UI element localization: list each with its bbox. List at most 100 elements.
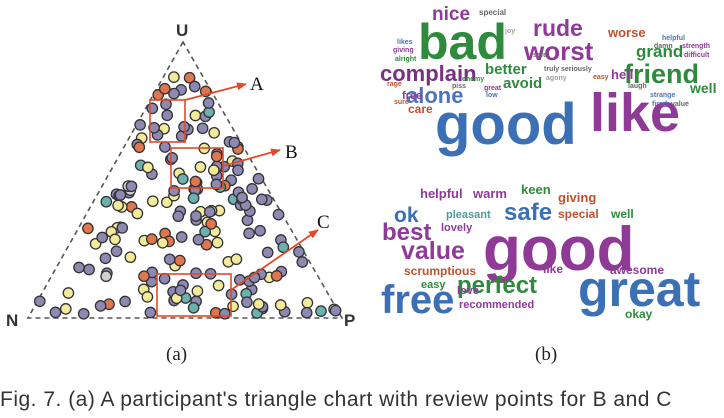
wc-top-word: easy: [593, 74, 609, 81]
callout-label-b: B: [285, 142, 298, 163]
review-point: [163, 253, 176, 266]
review-point: [168, 71, 180, 83]
review-point: [172, 210, 185, 223]
review-point: [293, 246, 305, 258]
review-point: [207, 164, 220, 177]
review-point: [192, 233, 205, 246]
wc-top-word: giving: [393, 47, 414, 54]
review-point: [124, 251, 137, 264]
review-point: [131, 207, 144, 220]
wc-top-word: alone: [406, 83, 463, 108]
figure-caption: Fig. 7. (a) A participant's triangle cha…: [0, 388, 672, 411]
review-point: [146, 102, 159, 115]
review-point: [252, 298, 265, 310]
review-point: [77, 307, 90, 320]
review-point: [99, 252, 112, 265]
review-point: [228, 136, 241, 149]
wc-bottom-word: safe: [504, 199, 552, 226]
review-point: [189, 109, 202, 122]
review-point: [274, 299, 287, 311]
review-point: [254, 224, 266, 237]
wc-bottom-word: keen: [521, 182, 551, 197]
wc-bottom-word: recommended: [459, 299, 534, 311]
wc-top-word: free: [402, 90, 422, 102]
wc-top-word: well: [689, 80, 716, 96]
review-point: [159, 141, 171, 153]
wc-top-word: likes: [397, 39, 413, 46]
review-point: [252, 172, 265, 185]
review-point: [261, 246, 274, 259]
vertex-label-left: N: [6, 311, 18, 330]
review-point: [119, 295, 131, 308]
review-point: [158, 272, 171, 285]
wc-top-word: rude: [533, 15, 583, 41]
review-point: [94, 300, 107, 312]
review-point: [329, 304, 342, 317]
review-point: [194, 161, 207, 173]
review-point: [174, 254, 186, 267]
wc-top-word: alright: [395, 56, 417, 63]
review-point: [144, 306, 157, 319]
wc-top-word: agony: [546, 75, 567, 82]
wc-top-word: good: [435, 92, 577, 157]
wc-top-word: nice: [432, 4, 470, 25]
wc-top-word: value: [671, 101, 689, 108]
wc-top-word: special: [479, 8, 506, 17]
wc-bottom-word: perfect: [457, 272, 537, 299]
review-point: [211, 236, 224, 249]
ternary-chart: A B C U N P (a): [6, 21, 355, 365]
review-point: [49, 306, 62, 319]
review-point: [138, 270, 150, 283]
wc-top-word: grand: [636, 42, 683, 61]
wc-top-word: sure: [394, 99, 409, 106]
wc-bottom-word: like: [543, 262, 563, 276]
wc-bottom-word: helpful: [420, 186, 463, 201]
review-point: [83, 263, 95, 276]
wc-top-word: like: [590, 83, 680, 143]
review-point: [315, 305, 327, 317]
wc-top-word: truly: [544, 66, 559, 73]
wc-top-word: great: [484, 85, 502, 92]
wc-bottom-word: awesome: [610, 263, 664, 277]
wc-top-word: better: [485, 61, 527, 78]
review-point: [175, 231, 188, 243]
review-point: [156, 236, 169, 249]
wc-top-word: care: [408, 102, 433, 116]
wc-top-word: difficult: [684, 52, 710, 59]
review-point: [82, 222, 94, 235]
review-point: [114, 189, 127, 201]
review-point: [199, 225, 211, 238]
wc-bottom-word: good: [483, 215, 635, 284]
wc-bottom-word: okay: [625, 307, 653, 321]
review-point: [125, 180, 138, 193]
review-point: [141, 291, 154, 303]
review-point: [243, 227, 255, 240]
wc-bottom-word: lovely: [441, 222, 473, 234]
review-point: [277, 241, 290, 254]
callout-label-a: A: [250, 74, 264, 95]
review-point: [212, 279, 225, 292]
wc-bottom-word: well: [610, 207, 634, 221]
review-point: [161, 109, 174, 122]
review-point: [160, 196, 173, 209]
callout-arrow-c: [230, 229, 319, 291]
review-point: [205, 218, 218, 230]
wc-bottom-word: scrumptious: [404, 264, 476, 278]
review-point: [202, 97, 215, 109]
wc-top-word: seriously: [561, 66, 592, 73]
wordcloud-bottom: good great free perfect value best safe …: [381, 182, 701, 322]
review-point: [246, 183, 258, 195]
review-point: [190, 210, 202, 222]
review-point: [300, 306, 313, 319]
wc-bottom-word: value: [401, 237, 465, 265]
wc-top-word: strength: [682, 43, 710, 50]
review-point: [255, 193, 268, 206]
wc-top-word: complain: [380, 61, 477, 86]
review-point: [73, 261, 85, 274]
wc-top-word: worse: [607, 25, 646, 40]
review-point: [142, 161, 154, 174]
wc-top-word: bad: [418, 14, 507, 70]
review-point: [168, 87, 180, 100]
review-point: [100, 195, 113, 208]
wc-bottom-word: pleasant: [446, 209, 491, 221]
